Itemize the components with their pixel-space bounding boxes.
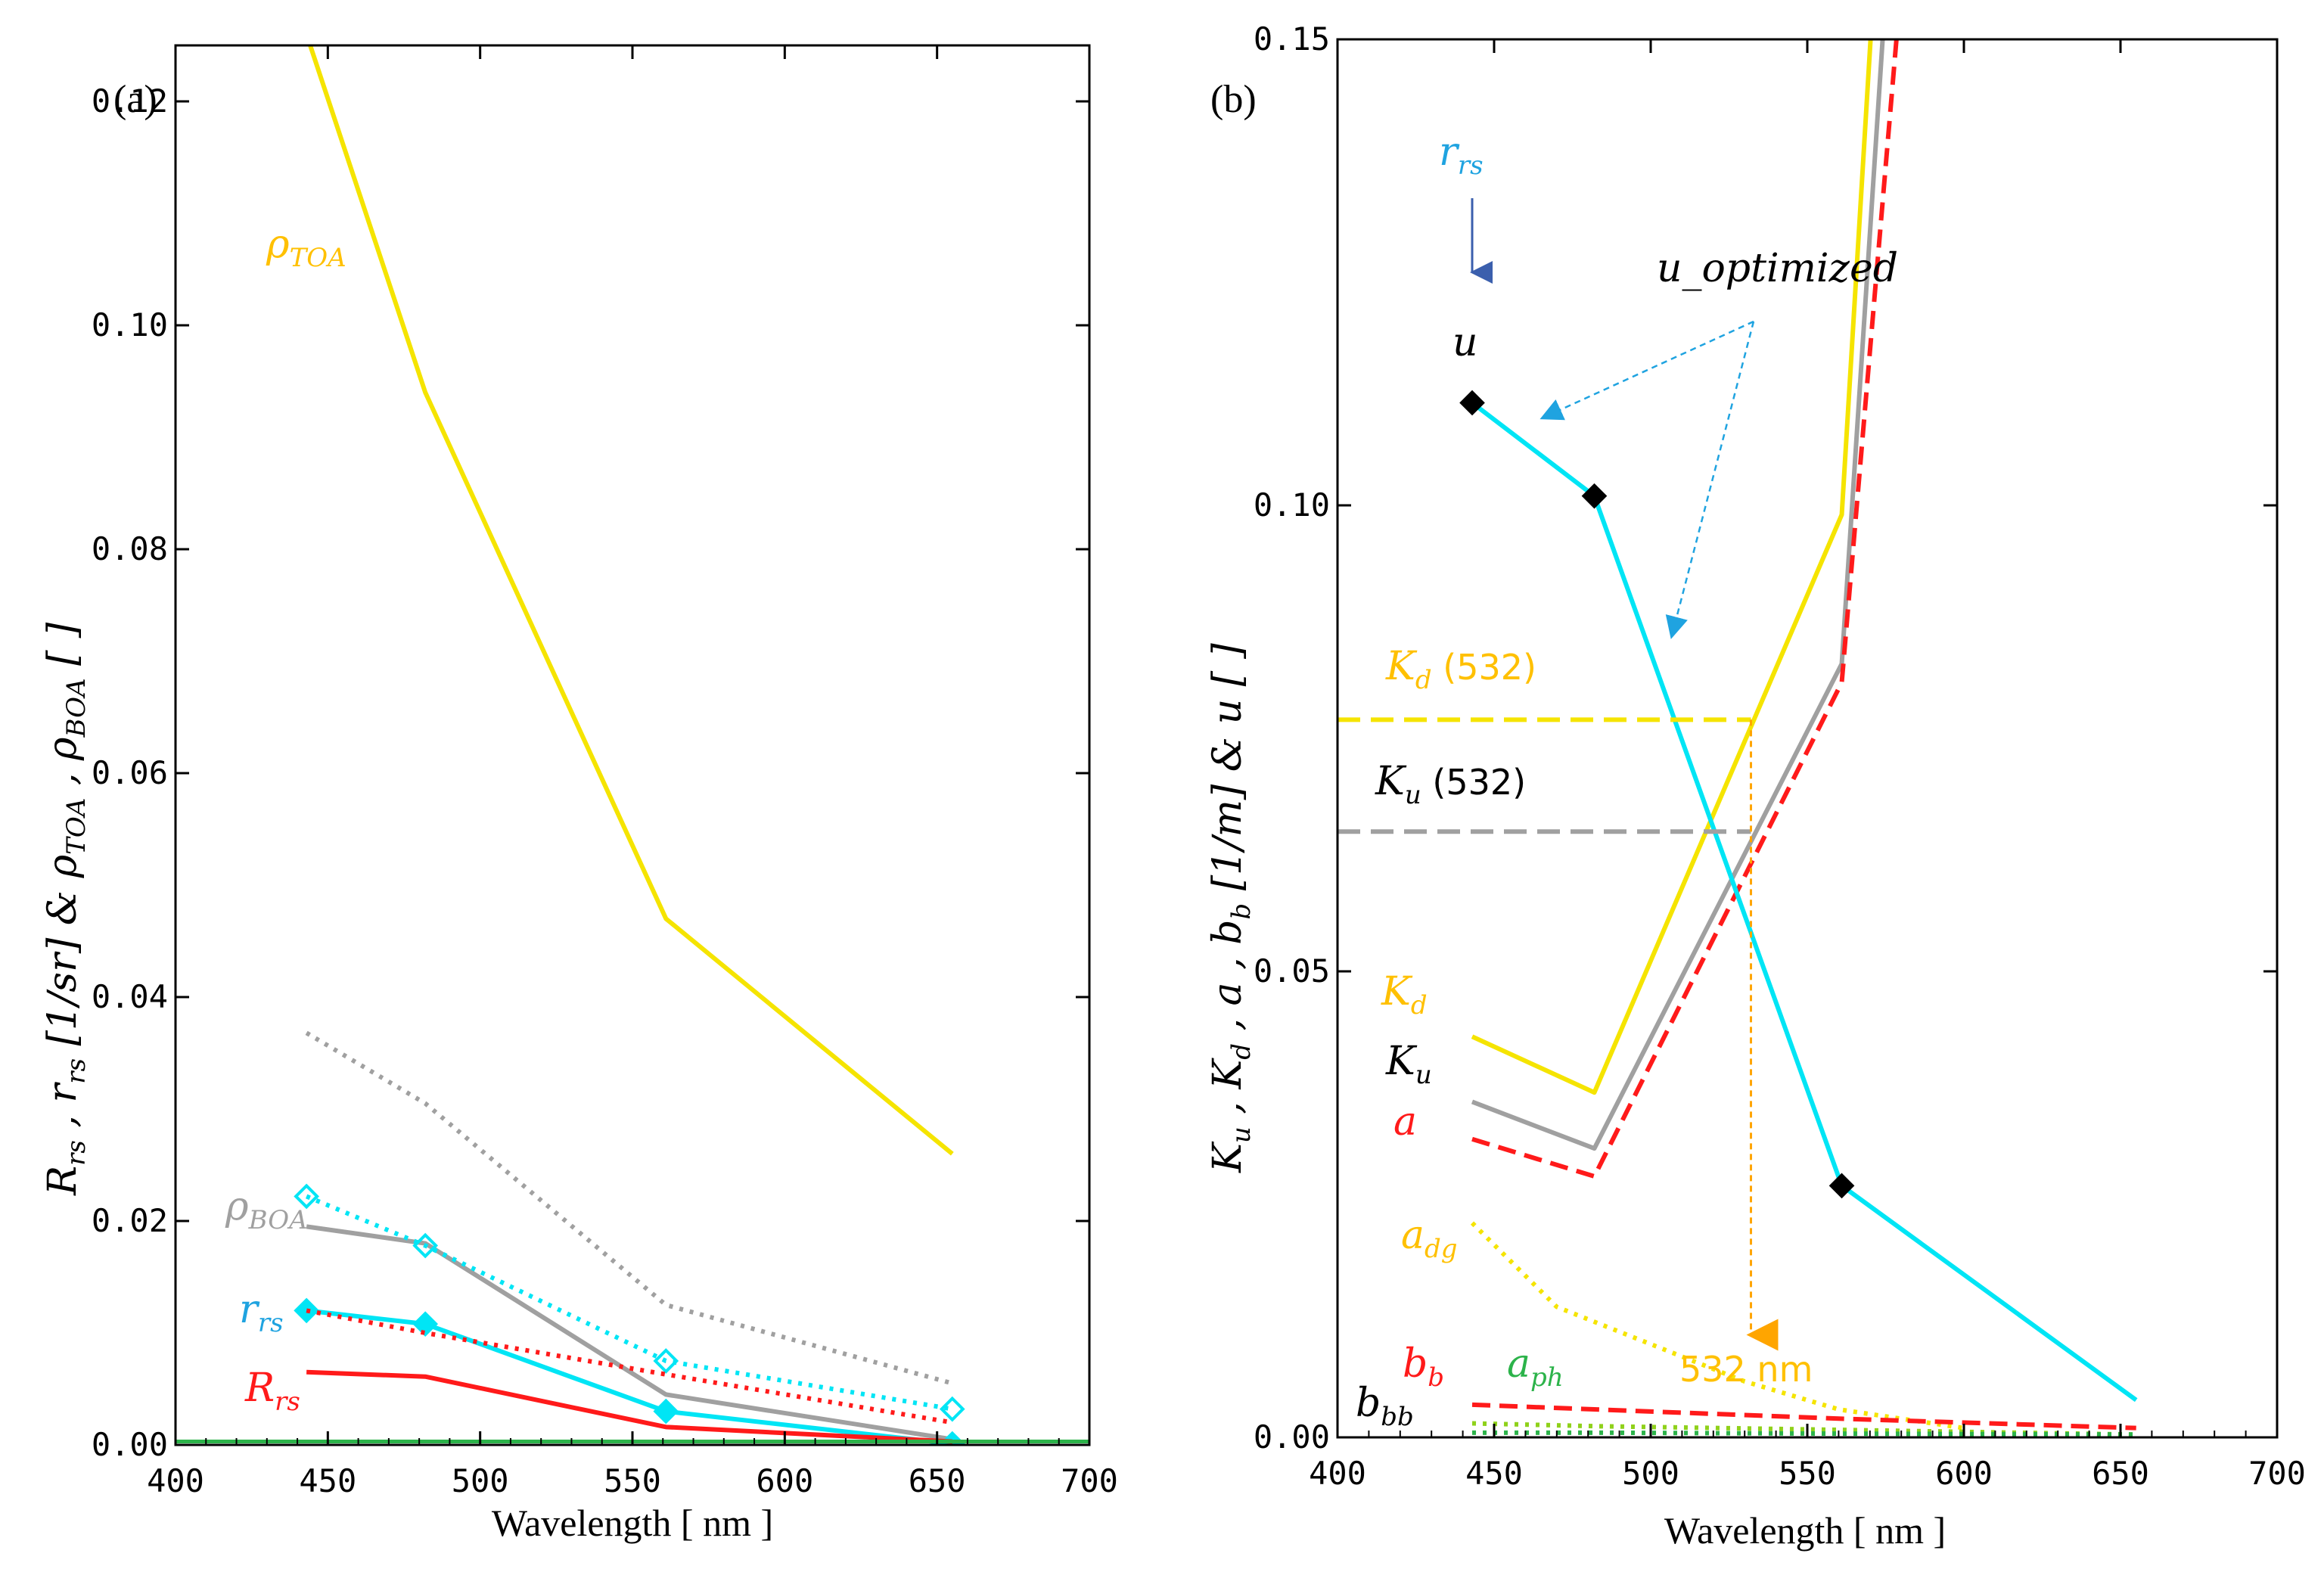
a-xtick-label: 450 <box>299 1462 356 1499</box>
a-series-marker <box>939 1396 965 1422</box>
label-rho-toa: ρTOA <box>266 222 346 273</box>
u-optimized-arrow-1 <box>1539 320 1754 421</box>
label-kd-532: Kd (532) <box>1385 644 1536 695</box>
a-xtick-label: 650 <box>909 1462 966 1499</box>
a-xtick-label: 400 <box>147 1462 204 1499</box>
panel-a-xlabel: Wavelength [ nm ] <box>492 1502 773 1544</box>
label-a: a <box>1393 1099 1417 1145</box>
a-series-marker <box>294 1183 319 1210</box>
label-aph: aph <box>1507 1341 1564 1393</box>
panel-b-xlabel: Wavelength [ nm ] <box>1664 1509 1946 1552</box>
a-xtick-label: 700 <box>1061 1462 1118 1499</box>
panel-b-marks <box>1338 39 2138 1437</box>
b-series-marker <box>1459 390 1485 416</box>
b-xtick-label: 550 <box>1779 1455 1836 1492</box>
a-xtick-label: 500 <box>452 1462 509 1499</box>
a-ytick-label: 0.02 <box>92 1202 168 1239</box>
b-xtick-label: 450 <box>1465 1455 1523 1492</box>
panel-b-axes: 400 450 500 550 600 650 700 0.00 0.05 0.10 0.15 <box>1254 20 2306 1492</box>
a-ytick-label: 0.10 <box>92 306 168 343</box>
b-xtick-label: 500 <box>1622 1455 1679 1492</box>
b-xtick-label: 700 <box>2248 1455 2306 1492</box>
panel-a: 400 450 500 550 600 650 700 0.00 0.02 0.04 0.06 0.0… <box>40 44 1118 1544</box>
u-optimized-arrow-2 <box>1665 321 1755 639</box>
b-series-line <box>1470 1221 1965 1431</box>
label-ku: Ku <box>1385 1039 1432 1090</box>
label-u-optimized: u_optimized <box>1657 246 1898 291</box>
panel-b-label: (b) <box>1210 78 1257 121</box>
b-xtick-label: 600 <box>1935 1455 1993 1492</box>
a-series-line <box>306 1308 953 1425</box>
label-532nm: 532 nm <box>1679 1349 1813 1390</box>
a-series-line <box>306 1369 952 1444</box>
label-r-rs: rrs <box>239 1287 284 1338</box>
a-ytick-label: 0.08 <box>92 530 168 567</box>
label-rho-boa: ρBOA <box>225 1184 308 1235</box>
panel-b: 400 450 500 550 600 650 700 0.00 0.05 0.10 0.15 (b… <box>1205 20 2306 1552</box>
b-series-line <box>1471 1421 2136 1437</box>
b-series-marker <box>1581 483 1608 509</box>
a-series-marker <box>653 1398 679 1424</box>
label-kd: Kd <box>1381 969 1428 1021</box>
b-xtick-label: 650 <box>2092 1455 2149 1492</box>
label-u: u <box>1452 320 1478 365</box>
a-xtick-label: 600 <box>756 1462 813 1499</box>
b-series-line <box>1471 401 2138 1403</box>
a-series-marker <box>412 1232 439 1259</box>
label-adg: adg <box>1401 1213 1458 1264</box>
b-series-line <box>1471 39 1885 1151</box>
panel-a-ylabel: Rrs , rrs [1/sr] & ρTOA , ρBOA [ ] <box>40 622 92 1196</box>
panel-b-ylabel: Ku , Kd , a , bb [1/m] & u [ ] <box>1205 643 1257 1173</box>
b-series-line <box>1472 1430 2136 1437</box>
b-ytick-label: 0.10 <box>1254 486 1330 523</box>
panel-a-label: (a) <box>113 78 157 121</box>
label-bbb: bbb <box>1356 1381 1414 1432</box>
label-R-rs: Rrs <box>244 1365 300 1417</box>
label-bb: bb <box>1403 1341 1444 1393</box>
b-ytick-label: 0.00 <box>1254 1418 1330 1455</box>
a-series-line <box>305 1194 953 1412</box>
a-series-marker <box>412 1311 439 1337</box>
a-ytick-label: 0.00 <box>92 1426 168 1463</box>
b-ytick-label: 0.15 <box>1254 20 1330 57</box>
b-series-marker <box>1828 1173 1855 1199</box>
panel-a-axes: 400 450 500 550 600 650 700 0.00 0.02 0.04 0.06 0.0… <box>92 45 1118 1499</box>
a-series-line <box>306 1224 953 1442</box>
b-series-line <box>1471 39 1873 1095</box>
a-ytick-label: 0.12 <box>92 82 168 120</box>
label-ku-532: Ku (532) <box>1375 759 1526 810</box>
b-ytick-label: 0.05 <box>1254 952 1330 989</box>
a-ytick-label: 0.06 <box>92 754 168 791</box>
a-series-line <box>306 1308 953 1445</box>
b-series-line <box>1471 39 1899 1179</box>
a-series-line <box>307 45 954 1156</box>
label-b-r-rs: rrs <box>1439 129 1484 181</box>
b-xtick-label: 400 <box>1309 1455 1366 1492</box>
a-ytick-label: 0.04 <box>92 978 168 1015</box>
b-series-line <box>1471 1402 2136 1431</box>
a-xtick-label: 550 <box>604 1462 661 1499</box>
a-series-marker <box>653 1348 679 1374</box>
